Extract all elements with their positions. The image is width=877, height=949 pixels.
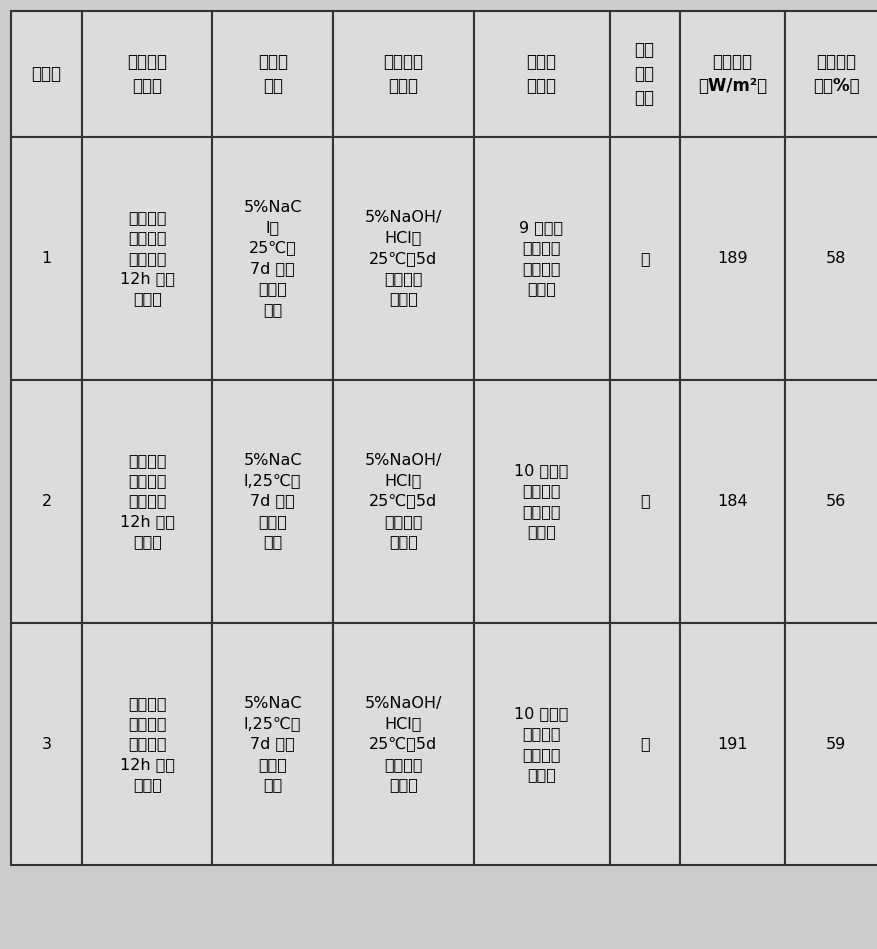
Text: 优: 优	[640, 251, 649, 266]
Bar	[333, 623, 474, 865]
Bar	[785, 137, 877, 380]
Bar	[212, 380, 333, 623]
Text: 涂料粉末
水溶性: 涂料粉末 水溶性	[127, 53, 168, 95]
Text: 5%NaOH/
HCl，
25℃，5d
不起泡，
无脱落: 5%NaOH/ HCl， 25℃，5d 不起泡， 无脱落	[365, 453, 442, 549]
Bar	[212, 11, 333, 137]
Bar	[474, 137, 610, 380]
Text: 分散液均
匀，有少
量颗粒，
12h 内不
絮凝。: 分散液均 匀，有少 量颗粒， 12h 内不 絮凝。	[120, 696, 175, 792]
Text: 5%NaOH/
HCl，
25℃，5d
不起泡，
无脱落: 5%NaOH/ HCl， 25℃，5d 不起泡， 无脱落	[365, 210, 442, 307]
Text: 优: 优	[640, 736, 649, 752]
Text: 分散液均
匀，有少
量颗粒，
12h 内不
絮凝。: 分散液均 匀，有少 量颗粒， 12h 内不 絮凝。	[120, 453, 175, 549]
Text: 光电转化
率（%）: 光电转化 率（%）	[813, 53, 859, 95]
Text: 涂膜
耐腐
蚀性: 涂膜 耐腐 蚀性	[635, 41, 654, 107]
Text: 189: 189	[717, 251, 747, 266]
Bar	[785, 380, 877, 623]
Text: 58: 58	[826, 251, 846, 266]
Text: 191: 191	[717, 736, 747, 752]
Bar	[610, 137, 680, 380]
Bar	[610, 11, 680, 137]
Text: 56: 56	[826, 493, 846, 509]
Text: 10 年内，
不开裂，
不粉化，
不变色: 10 年内， 不开裂， 不粉化， 不变色	[514, 706, 569, 782]
Bar	[11, 623, 82, 865]
Bar	[82, 380, 212, 623]
Text: 5%NaOH/
HCl，
25℃，5d
不起泡，
无脱落: 5%NaOH/ HCl， 25℃，5d 不起泡， 无脱落	[365, 696, 442, 792]
Text: 5%NaC
l,25℃，
7d 不起
泡，无
脱落: 5%NaC l,25℃， 7d 不起 泡，无 脱落	[244, 453, 302, 549]
Bar	[610, 623, 680, 865]
Bar	[333, 11, 474, 137]
Bar	[11, 380, 82, 623]
Bar	[474, 623, 610, 865]
Text: 涂膜耐耐
酸碱性: 涂膜耐耐 酸碱性	[383, 53, 424, 95]
Bar	[474, 380, 610, 623]
Bar	[680, 11, 785, 137]
Text: 涂膜耐
水性: 涂膜耐 水性	[258, 53, 288, 95]
Bar	[11, 137, 82, 380]
Bar	[474, 11, 610, 137]
Text: 9 年内，
不开裂，
不粉化，
不变色: 9 年内， 不开裂， 不粉化， 不变色	[519, 220, 564, 296]
Bar	[82, 11, 212, 137]
Text: 实施例: 实施例	[32, 65, 61, 83]
Text: 5%NaC
l,25℃，
7d 不起
泡，无
脱落: 5%NaC l,25℃， 7d 不起 泡，无 脱落	[244, 696, 302, 792]
Text: 2: 2	[41, 493, 52, 509]
Text: 分散液均
匀，有少
量颗粒，
12h 内不
絮凝。: 分散液均 匀，有少 量颗粒， 12h 内不 絮凝。	[120, 210, 175, 307]
Text: 184: 184	[717, 493, 747, 509]
Bar	[785, 623, 877, 865]
Text: 5%NaC
l，
25℃，
7d 不起
泡，无
脱落: 5%NaC l， 25℃， 7d 不起 泡，无 脱落	[244, 199, 302, 317]
Bar	[82, 137, 212, 380]
Text: 59: 59	[826, 736, 846, 752]
Text: 涂膜耐
老化性: 涂膜耐 老化性	[526, 53, 557, 95]
Text: 3: 3	[41, 736, 52, 752]
Text: 优: 优	[640, 493, 649, 509]
Bar	[785, 11, 877, 137]
Bar	[680, 380, 785, 623]
Bar	[82, 623, 212, 865]
Bar	[11, 11, 82, 137]
Text: 1: 1	[41, 251, 52, 266]
Bar	[212, 623, 333, 865]
Bar	[610, 380, 680, 623]
Bar	[212, 137, 333, 380]
Bar	[680, 623, 785, 865]
Text: 10 年内，
不开裂，
不粉化，
不变色: 10 年内， 不开裂， 不粉化， 不变色	[514, 463, 569, 539]
Bar	[333, 137, 474, 380]
Bar	[333, 380, 474, 623]
Bar	[680, 137, 785, 380]
Text: 输出功率
（W/m²）: 输出功率 （W/m²）	[698, 53, 766, 95]
